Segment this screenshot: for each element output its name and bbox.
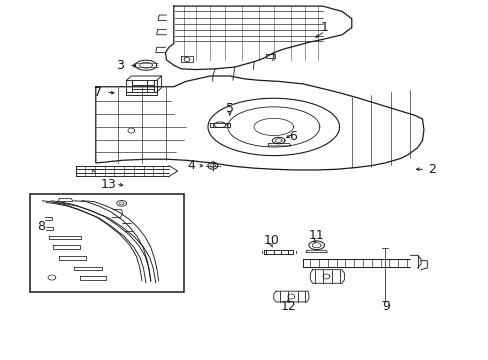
Text: 7: 7 bbox=[94, 86, 102, 99]
Text: 10: 10 bbox=[263, 234, 279, 247]
Text: 3: 3 bbox=[116, 59, 124, 72]
Text: 5: 5 bbox=[225, 102, 233, 115]
Text: 6: 6 bbox=[289, 130, 297, 144]
Text: 8: 8 bbox=[37, 220, 44, 233]
Text: 1: 1 bbox=[320, 21, 328, 34]
Text: 13: 13 bbox=[101, 178, 117, 191]
Text: 11: 11 bbox=[308, 229, 324, 242]
Text: 4: 4 bbox=[186, 159, 194, 172]
Text: 9: 9 bbox=[381, 300, 389, 313]
Text: 2: 2 bbox=[427, 163, 435, 176]
Text: 12: 12 bbox=[280, 300, 296, 313]
